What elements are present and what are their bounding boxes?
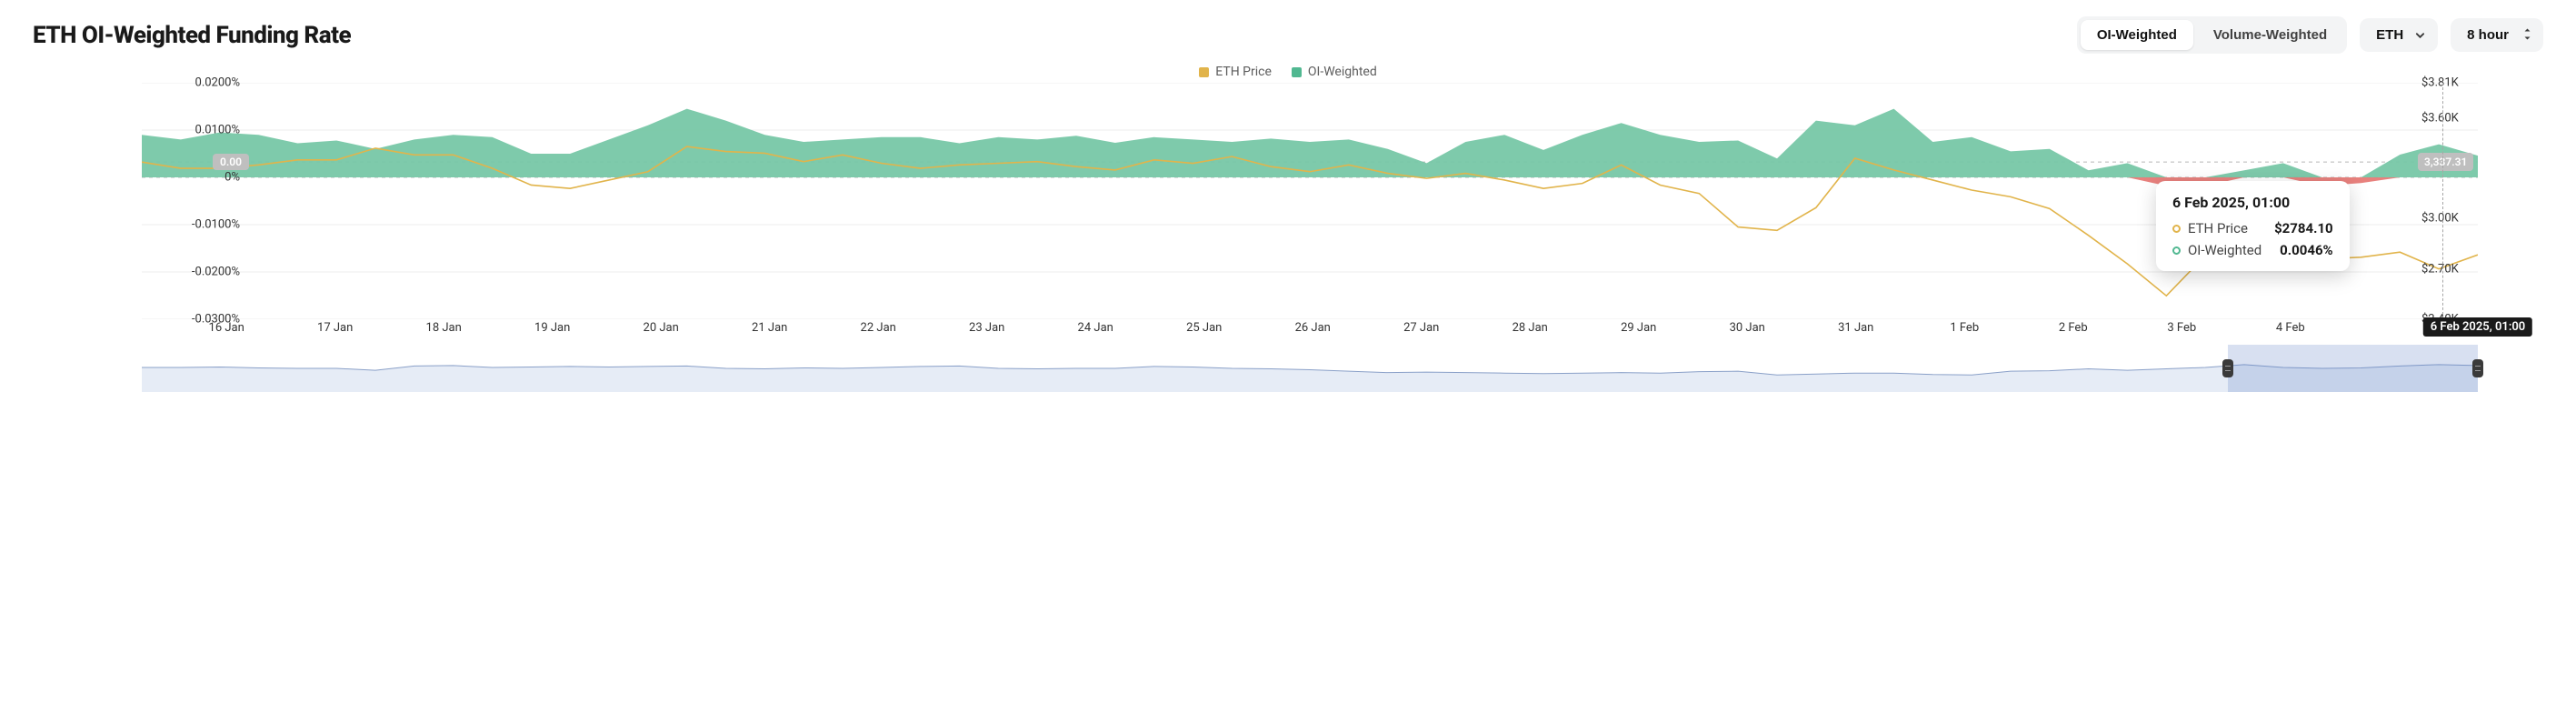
x-tick: 24 Jan <box>1078 321 1113 335</box>
x-tick: 18 Jan <box>426 321 462 335</box>
range-handle-right[interactable] <box>2472 359 2483 377</box>
weighting-segmented: OI-Weighted Volume-Weighted <box>2077 16 2347 54</box>
y-right-tick: $3.81K <box>2421 76 2459 90</box>
x-axis-badge: 6 Feb 2025, 01:00 <box>2423 317 2532 337</box>
range-slider[interactable] <box>142 345 2478 392</box>
legend-swatch-funding <box>1292 67 1302 77</box>
legend-item-price[interactable]: ETH Price <box>1199 65 1272 79</box>
x-tick: 2 Feb <box>2059 321 2088 335</box>
y-left-tick: -0.0200% <box>192 266 240 279</box>
legend-label-funding: OI-Weighted <box>1308 65 1377 79</box>
x-tick: 29 Jan <box>1621 321 1656 335</box>
x-tick: 31 Jan <box>1838 321 1873 335</box>
x-tick: 22 Jan <box>861 321 896 335</box>
weighting-oi-button[interactable]: OI-Weighted <box>2081 20 2193 50</box>
x-tick: 30 Jan <box>1730 321 1765 335</box>
x-tick: 23 Jan <box>969 321 1004 335</box>
asset-dropdown[interactable]: ETH <box>2360 18 2438 52</box>
y-left-zero-badge: 0.00 <box>213 154 249 170</box>
x-tick: 1 Feb <box>1950 321 1979 335</box>
y-right-tick: $3.00K <box>2421 212 2459 226</box>
page-title: ETH OI-Weighted Funding Rate <box>33 22 351 49</box>
y-axis-right: $3.81K$3.60K$3.37K$3.00K$2.70K$2.40K3,33… <box>2414 83 2478 319</box>
x-tick: 19 Jan <box>534 321 570 335</box>
y-right-current-badge: 3,337.31 <box>2418 153 2473 171</box>
x-tick: 26 Jan <box>1295 321 1331 335</box>
y-axis-left: 0.0200%0.0100%0%-0.0100%-0.0200%-0.0300%… <box>142 83 245 319</box>
x-tick: 3 Feb <box>2167 321 2196 335</box>
x-tick: 17 Jan <box>317 321 353 335</box>
controls-bar: OI-Weighted Volume-Weighted ETH 8 hour <box>2077 16 2543 54</box>
y-left-tick: -0.0100% <box>192 218 240 232</box>
x-tick: 20 Jan <box>644 321 679 335</box>
range-handle-left[interactable] <box>2222 359 2233 377</box>
chart-plot-area[interactable]: 0.0200%0.0100%0%-0.0100%-0.0200%-0.0300%… <box>142 83 2478 319</box>
x-tick: 4 Feb <box>2276 321 2305 335</box>
legend-item-funding[interactable]: OI-Weighted <box>1292 65 1377 79</box>
legend-label-price: ETH Price <box>1215 65 1272 79</box>
legend-swatch-price <box>1199 67 1209 77</box>
x-tick: 28 Jan <box>1513 321 1548 335</box>
y-left-tick: 0.0200% <box>195 76 240 90</box>
x-tick: 21 Jan <box>752 321 787 335</box>
y-left-tick: 0% <box>225 171 240 185</box>
x-tick: 16 Jan <box>209 321 245 335</box>
chart-legend: ETH Price OI-Weighted <box>33 65 2543 79</box>
y-right-tick: $2.70K <box>2421 262 2459 276</box>
y-left-tick: 0.0100% <box>195 124 240 137</box>
weighting-volume-button[interactable]: Volume-Weighted <box>2197 20 2343 50</box>
y-right-tick: $3.60K <box>2421 111 2459 125</box>
interval-dropdown[interactable]: 8 hour <box>2451 18 2543 52</box>
x-tick: 27 Jan <box>1403 321 1439 335</box>
x-axis: 16 Jan 17 Jan 18 Jan 19 Jan 20 Jan 21 Jan 22 J… <box>142 319 2478 339</box>
range-selection[interactable] <box>2228 345 2478 392</box>
x-tick: 25 Jan <box>1186 321 1222 335</box>
